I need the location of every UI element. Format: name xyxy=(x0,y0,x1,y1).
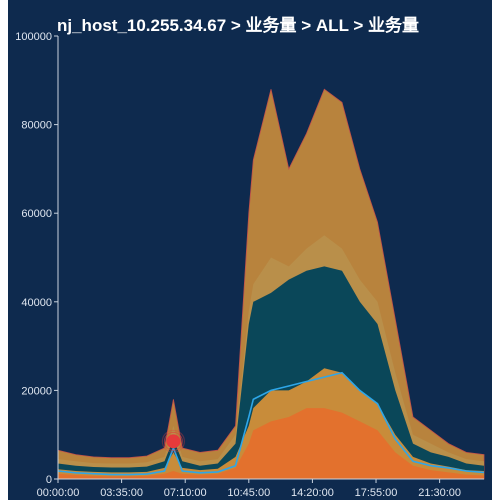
y-tick-label: 40000 xyxy=(21,297,52,309)
y-tick-label: 0 xyxy=(46,474,52,486)
x-tick-label: 14:20:00 xyxy=(291,487,334,499)
marker-ripple-inner xyxy=(163,431,183,451)
area-series-0 xyxy=(58,408,484,479)
y-tick-label: 20000 xyxy=(21,385,52,397)
x-tick-label: 07:10:00 xyxy=(164,487,207,499)
y-tick-label: 80000 xyxy=(21,120,52,132)
marker-ripple-outer xyxy=(161,429,185,453)
y-tick-label: 60000 xyxy=(21,208,52,220)
marker-point xyxy=(166,434,181,449)
x-tick-label: 21:30:00 xyxy=(418,487,461,499)
x-tick-label: 10:45:00 xyxy=(227,487,270,499)
y-tick-label: 100000 xyxy=(15,31,52,43)
line-series xyxy=(57,371,485,476)
x-tick-label: 00:00:00 xyxy=(37,487,80,499)
x-tick-label: 03:35:00 xyxy=(100,487,143,499)
x-tick-label: 17:55:00 xyxy=(355,487,398,499)
chart-title: nj_host_10.255.34.67 > 业务量 > ALL > 业务量 xyxy=(57,16,420,35)
